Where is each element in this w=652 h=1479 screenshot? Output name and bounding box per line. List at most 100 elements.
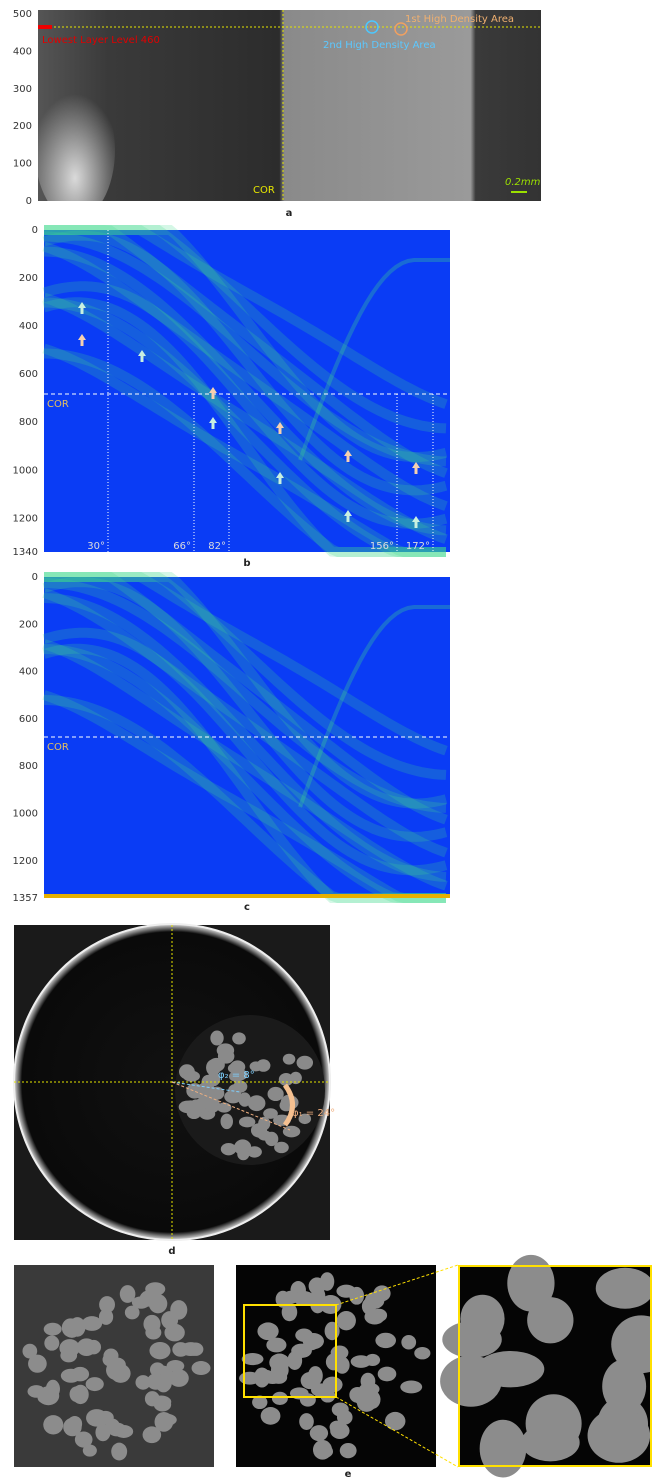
trace — [43, 231, 447, 467]
particles — [22, 1254, 652, 1478]
particle — [298, 1113, 312, 1125]
particle — [111, 1442, 128, 1461]
y-tick-label: 0 — [32, 572, 38, 583]
particle — [479, 1419, 527, 1478]
y-tick-label: 1340 — [13, 547, 38, 558]
trace — [42, 241, 448, 511]
particle — [320, 1272, 335, 1291]
particle — [217, 1102, 232, 1113]
trace — [42, 577, 448, 842]
arrow — [138, 350, 146, 362]
particle — [281, 1302, 298, 1322]
zoom-line — [335, 1264, 459, 1306]
particle — [124, 1305, 140, 1320]
trace — [43, 593, 447, 882]
y-tick-label: 1000 — [13, 809, 38, 820]
y-tick-label: 800 — [19, 417, 38, 428]
particle — [238, 1092, 251, 1107]
particle — [28, 1354, 47, 1373]
particle — [373, 1285, 391, 1302]
particle — [336, 1284, 356, 1298]
particle — [43, 1322, 62, 1336]
sinogram — [44, 230, 450, 552]
particle — [330, 1345, 349, 1360]
trace — [42, 230, 448, 496]
particle — [135, 1375, 151, 1390]
particle — [442, 1321, 502, 1358]
y-tick-label: 600 — [19, 369, 38, 380]
angle-label: 156° — [370, 541, 394, 552]
particle — [361, 1297, 377, 1315]
particle — [336, 1410, 353, 1425]
particle — [384, 1411, 406, 1431]
arrow — [209, 417, 217, 429]
zoom-line — [335, 1396, 459, 1468]
y-tick-label: 300 — [13, 84, 32, 95]
zoom-frame — [458, 1265, 652, 1467]
particle — [264, 1131, 279, 1147]
angle-label: φ₁ = 24° — [292, 1108, 335, 1119]
particle — [304, 1336, 319, 1351]
particle — [210, 1030, 224, 1046]
sinograms: COR 0 200 400 600 800 1000 1200 1340 COR 0 200 400 60… — [13, 225, 450, 904]
particle — [206, 1059, 219, 1076]
particle — [154, 1411, 174, 1432]
angle-label: 172° — [406, 541, 430, 552]
y-tick-label: 1200 — [13, 856, 38, 867]
trace — [42, 292, 448, 544]
particle — [98, 1308, 114, 1325]
angle-label: 30° — [87, 541, 105, 552]
image-a — [38, 10, 541, 201]
particle — [293, 1291, 315, 1306]
angle-label: 82° — [208, 541, 226, 552]
particle — [401, 1334, 417, 1350]
particle — [228, 1071, 244, 1082]
y-tick-label: 400 — [13, 46, 32, 57]
trace — [42, 639, 448, 891]
particle — [414, 1346, 431, 1360]
trace — [44, 572, 448, 825]
trace — [44, 225, 448, 409]
y-tick-label: 600 — [19, 714, 38, 725]
particle — [440, 1355, 502, 1407]
particle — [227, 1062, 244, 1074]
particle — [37, 1391, 58, 1405]
annotation: 1st High Density Area — [405, 14, 514, 25]
arrow — [282, 1083, 295, 1127]
trace — [42, 297, 446, 557]
particle — [274, 1141, 289, 1154]
y-tick-label: 400 — [19, 667, 38, 678]
particle — [322, 1376, 343, 1393]
angle-label: 66° — [173, 541, 191, 552]
trace — [42, 343, 446, 557]
particle — [220, 1113, 233, 1130]
particle — [43, 1415, 64, 1435]
y-tick-label: 100 — [13, 159, 32, 170]
particle — [611, 1315, 652, 1374]
particle — [309, 1425, 329, 1442]
particle — [330, 1422, 350, 1439]
y-tick-label: 500 — [13, 9, 32, 20]
zoom-box — [243, 1304, 337, 1398]
second-circle — [365, 20, 379, 34]
angle-label: φ₂ = 8° — [218, 1070, 255, 1081]
particle — [324, 1321, 340, 1341]
particle — [86, 1409, 108, 1427]
particle — [263, 1108, 278, 1119]
y-tick-label: 0 — [26, 196, 32, 207]
particle — [142, 1426, 162, 1444]
particle — [60, 1368, 82, 1383]
bright-region — [35, 80, 115, 220]
particle — [256, 1059, 271, 1072]
particle — [252, 1395, 268, 1410]
particles — [178, 1030, 314, 1161]
particle — [278, 1072, 294, 1086]
particle — [178, 1100, 196, 1114]
particle — [267, 1086, 284, 1102]
y-tick-label: 0 — [32, 225, 38, 236]
trace — [42, 690, 446, 903]
annotation: Lowest Layer Level 460 — [42, 35, 160, 46]
particle — [76, 1338, 97, 1357]
particle — [587, 1408, 651, 1463]
